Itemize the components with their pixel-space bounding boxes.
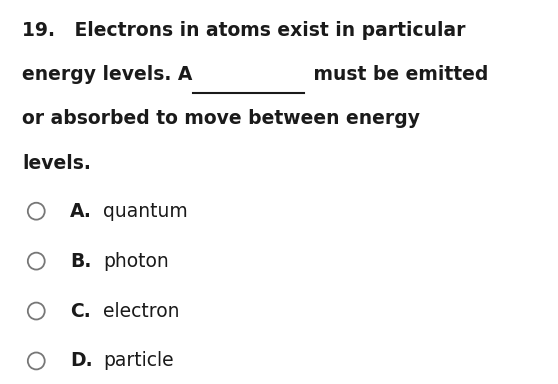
Text: must be emitted: must be emitted xyxy=(307,65,488,84)
Text: C.: C. xyxy=(70,301,90,321)
Text: electron: electron xyxy=(103,301,180,321)
Text: energy levels. A: energy levels. A xyxy=(22,65,199,84)
Text: A.: A. xyxy=(70,202,92,221)
Text: photon: photon xyxy=(103,252,169,271)
Text: or absorbed to move between energy: or absorbed to move between energy xyxy=(22,109,420,128)
Text: D.: D. xyxy=(70,351,93,371)
Text: B.: B. xyxy=(70,252,91,271)
Text: quantum: quantum xyxy=(103,202,188,221)
Text: 19.   Electrons in atoms exist in particular: 19. Electrons in atoms exist in particul… xyxy=(22,21,466,40)
Text: particle: particle xyxy=(103,351,174,371)
Text: levels.: levels. xyxy=(22,154,91,172)
